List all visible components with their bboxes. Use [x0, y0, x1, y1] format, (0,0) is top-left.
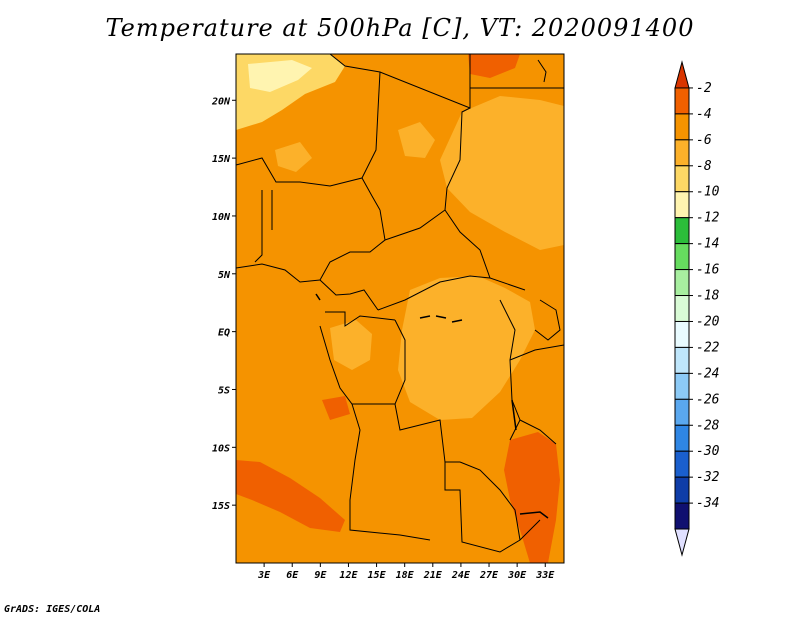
colorbar-label: -2	[696, 81, 712, 96]
colorbar-label: -28	[696, 418, 720, 433]
lat-tick-label: 10N	[212, 212, 231, 223]
colorbar-segment	[674, 450, 690, 478]
field-region-minus8-west	[330, 320, 372, 370]
colorbar-segment	[674, 476, 690, 504]
lon-tick-label: 15E	[368, 570, 387, 581]
colorbar-segment	[674, 165, 690, 193]
colorbar-segment	[674, 60, 690, 89]
lon-tick-label: 3E	[257, 570, 271, 581]
border-line	[319, 209, 386, 311]
colorbar-label: -14	[696, 237, 719, 252]
lake-outline	[519, 511, 549, 519]
colorbar-label: -30	[696, 444, 720, 459]
border-line	[377, 275, 491, 311]
colorbar-label: -12	[696, 211, 720, 226]
lake-outline	[419, 315, 447, 319]
field-region-minus4-n	[468, 54, 520, 78]
colorbar-label: -8	[696, 159, 712, 174]
colorbar-label: -26	[696, 392, 720, 407]
lake-outline	[315, 293, 321, 301]
lat-tick-label: 15N	[212, 154, 231, 165]
colorbar-segment	[674, 424, 690, 452]
longitude-axis: 3E 6E 9E 12E 15E 18E 21E 24E 27E 30E 33E	[257, 563, 555, 581]
border-line	[519, 419, 557, 445]
border-line	[349, 403, 431, 541]
field-region-minus4-se	[504, 432, 560, 563]
lake-outline	[451, 319, 463, 323]
border-line	[325, 311, 396, 327]
latitude-axis: 20N 15N 10N 5N EQ 5S 10S 15S	[211, 96, 236, 512]
border-line	[361, 71, 381, 179]
colorbar-label: -32	[696, 470, 720, 485]
field-region-minus10-b	[248, 60, 312, 92]
colorbar-label: -16	[696, 263, 720, 278]
field-region-minus4-sw	[236, 460, 345, 532]
colorbar-label: -22	[696, 340, 720, 355]
colorbar-segment	[674, 269, 690, 297]
border-line	[236, 157, 381, 211]
colorbar-segment	[674, 502, 690, 530]
colorbar-segment	[674, 528, 690, 557]
colorbar-segment	[674, 113, 690, 141]
country-borders	[236, 54, 564, 553]
field-region-minus8-nw	[275, 142, 312, 172]
map-frame	[235, 53, 565, 564]
border-line	[236, 263, 321, 283]
colorbar-label: -20	[696, 314, 720, 329]
lake-outline	[511, 399, 517, 431]
lon-tick-label: 18E	[396, 570, 415, 581]
colorbar-segment	[674, 346, 690, 374]
colorbar-segment	[674, 295, 690, 322]
colorbar-segment	[674, 243, 690, 271]
lon-tick-label: 27E	[479, 570, 499, 581]
lon-tick-label: 9E	[314, 570, 327, 581]
colorbar-label: -10	[696, 185, 720, 200]
colorbar-segment	[674, 398, 690, 426]
lakes	[315, 293, 549, 519]
lat-tick-label: 5N	[218, 270, 231, 281]
lat-tick-label: 5S	[218, 385, 230, 396]
colorbar-segment	[674, 191, 690, 219]
border-line	[384, 209, 446, 241]
grads-credit: GrADS: IGES/COLA	[4, 604, 101, 615]
lon-tick-label: 30E	[507, 570, 527, 581]
field-region-minus8-central	[398, 276, 535, 420]
border-line	[534, 299, 561, 341]
colorbar: -2 -4 -6 -8 -10 -12 -14 -16 -18 -20 -22 -24 -26 -28 -3…	[674, 60, 720, 557]
colorbar-segment	[674, 139, 690, 167]
lon-tick-label: 12E	[339, 570, 358, 581]
colorbar-segment	[674, 87, 690, 115]
colorbar-label: -18	[696, 289, 720, 304]
lat-tick-label: EQ	[218, 328, 230, 339]
lon-tick-label: 6E	[286, 570, 299, 581]
border-line	[537, 59, 547, 83]
lon-tick-label: 21E	[423, 570, 443, 581]
field-region-minus8-ne	[440, 96, 564, 250]
field-region-minus4-w	[322, 396, 350, 420]
map-title: Temperature at 500hPa [C], VT: 202009140…	[105, 14, 695, 42]
colorbar-label: -24	[696, 366, 719, 381]
border-line	[499, 299, 521, 441]
field-region-minus8-north	[398, 122, 435, 158]
temperature-field	[236, 54, 564, 563]
lat-tick-label: 10S	[212, 443, 230, 454]
lat-tick-label: 20N	[211, 96, 231, 107]
border-line	[254, 190, 263, 263]
colorbar-segment	[674, 372, 690, 400]
lat-tick-label: 15S	[212, 501, 230, 512]
colorbar-label: -6	[696, 133, 712, 148]
colorbar-label: -34	[696, 496, 719, 511]
lon-tick-label: 24E	[451, 570, 471, 581]
lon-tick-label: 33E	[535, 570, 555, 581]
colorbar-segment	[674, 320, 690, 348]
border-line	[509, 344, 564, 361]
colorbar-label: -4	[696, 107, 712, 122]
border-line	[394, 319, 460, 463]
border-line	[319, 325, 395, 405]
colorbar-segment	[674, 217, 690, 245]
border-line	[459, 461, 521, 541]
